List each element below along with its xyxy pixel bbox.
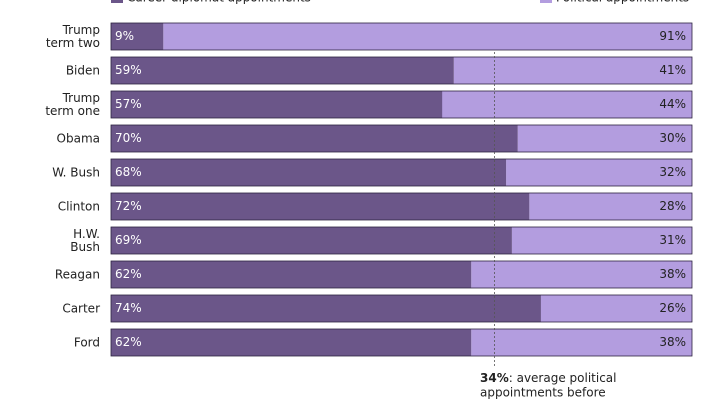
legend-swatch	[540, 0, 552, 3]
bar-outline	[110, 56, 693, 85]
bar-outline	[110, 192, 693, 221]
value-label: 32%	[659, 165, 686, 179]
bar-outline	[110, 294, 693, 323]
value-label: 44%	[659, 97, 686, 111]
y-tick-label: Trump term two	[46, 23, 100, 50]
value-label: 38%	[659, 335, 686, 349]
bar-segment	[111, 91, 443, 118]
legend-swatch	[111, 0, 123, 3]
value-label: 68%	[115, 165, 142, 179]
y-tick-label: Trump term one	[45, 91, 100, 118]
bar-segment	[111, 227, 512, 254]
value-label: 74%	[115, 301, 142, 315]
value-label: 57%	[115, 97, 142, 111]
legend-label: Political appointments	[556, 0, 689, 5]
bar-segment	[111, 23, 164, 50]
bar-segment	[111, 295, 541, 322]
bar-segment	[540, 295, 692, 322]
y-tick-label: Reagan	[55, 267, 100, 281]
bar-segment	[111, 329, 472, 356]
value-label: 59%	[115, 63, 142, 77]
bar-segment	[517, 125, 692, 152]
value-label: 41%	[659, 63, 686, 77]
y-tick-label: H.W. Bush	[70, 227, 100, 254]
bar-segment	[163, 23, 693, 50]
bar-segment	[471, 329, 692, 356]
bar-segment	[506, 159, 692, 186]
bar-outline	[110, 226, 693, 255]
value-label: 30%	[659, 131, 686, 145]
value-label: 38%	[659, 267, 686, 281]
bar-segment	[471, 261, 692, 288]
annotation-text: appointments before	[480, 386, 606, 400]
y-tick-label: Clinton	[58, 199, 100, 213]
bar-outline	[110, 124, 693, 153]
value-label: 62%	[115, 335, 142, 349]
bar-segment	[111, 57, 454, 84]
bar-segment	[529, 193, 692, 220]
value-label: 91%	[659, 29, 686, 43]
annotation: 34%: average political	[480, 371, 616, 385]
y-tick-label: Obama	[57, 131, 100, 145]
y-tick-label: Biden	[66, 63, 100, 77]
value-label: 28%	[659, 199, 686, 213]
bar-segment	[111, 159, 507, 186]
bar-outline	[110, 90, 693, 119]
bar-outline	[110, 22, 693, 51]
bar-segment	[111, 261, 472, 288]
value-label: 69%	[115, 233, 142, 247]
bar-outline	[110, 260, 693, 289]
bar-segment	[436, 91, 692, 118]
value-label: 26%	[659, 301, 686, 315]
bar-outline	[110, 158, 693, 187]
value-label: 31%	[659, 233, 686, 247]
y-tick-label: W. Bush	[52, 165, 100, 179]
bar-outline	[110, 328, 693, 357]
bar-segment	[111, 125, 518, 152]
annotation-text: : average political	[509, 371, 617, 385]
y-tick-label: Carter	[62, 301, 100, 315]
bar-segment	[453, 57, 692, 84]
bar-segment	[511, 227, 692, 254]
y-tick-label: Ford	[74, 335, 100, 349]
value-label: 9%	[115, 29, 134, 43]
annotation-value: 34%	[480, 371, 509, 385]
bar-segment	[111, 193, 530, 220]
legend-label: Career diplomat appointments	[127, 0, 311, 5]
value-label: 70%	[115, 131, 142, 145]
value-label: 72%	[115, 199, 142, 213]
value-label: 62%	[115, 267, 142, 281]
